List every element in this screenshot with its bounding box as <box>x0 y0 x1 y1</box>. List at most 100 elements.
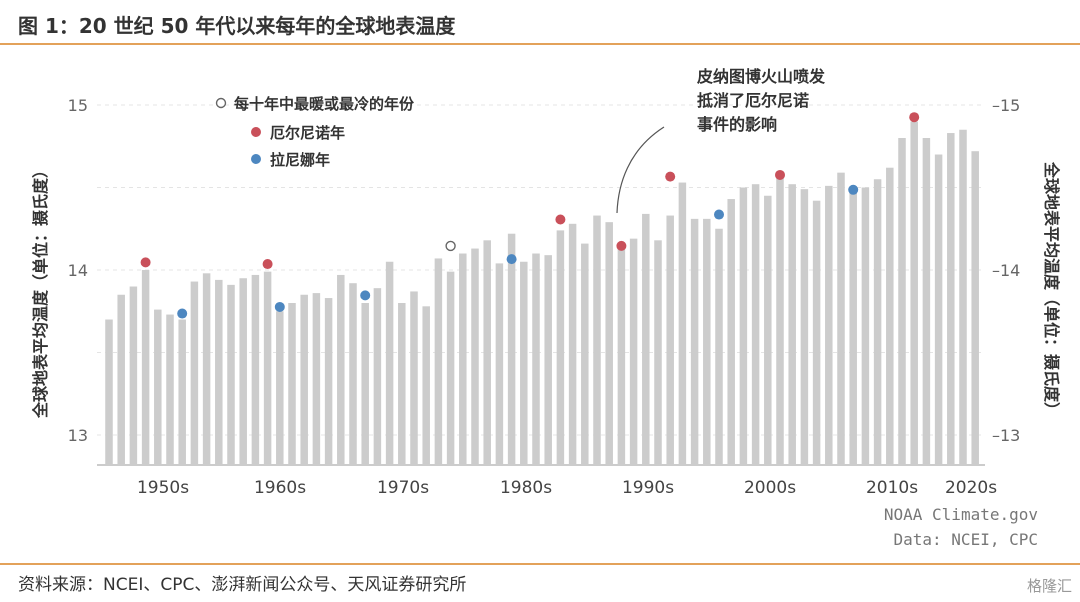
bar <box>117 294 125 465</box>
bar <box>154 309 162 465</box>
bar <box>739 187 748 465</box>
marker-la-nina <box>177 308 188 319</box>
annotation: 皮纳图博火山喷发 抵消了厄尔尼诺 事件的影响 <box>616 67 826 214</box>
x-tick-label: 1960s <box>254 478 306 498</box>
temperature-chart: 15 14 13 –15 –14 –13 1950s 1960s 1970s 1980s 1990… <box>31 67 1061 549</box>
bar <box>227 284 235 465</box>
marker-el-nino <box>775 169 785 180</box>
bar <box>446 271 455 465</box>
bar <box>544 255 552 465</box>
marker-hollow <box>445 240 456 252</box>
legend: 每十年中最暖或最冷的年份 厄尔尼诺年 拉尼娜年 <box>215 95 415 169</box>
bar <box>312 293 321 465</box>
bar <box>239 278 247 465</box>
bar <box>800 189 809 465</box>
x-tick-label: 2020s <box>945 478 997 498</box>
x-tick-label: 1980s <box>500 478 552 498</box>
marker-el-nino <box>262 259 273 270</box>
y-tick-label-right: –14 <box>992 261 1020 280</box>
title-rule <box>0 43 1080 45</box>
bar <box>825 185 833 465</box>
x-tick-label: 1950s <box>137 478 189 498</box>
bar <box>361 303 369 465</box>
bar <box>776 174 784 466</box>
x-tick-label: 1990s <box>622 478 674 498</box>
bars-group <box>105 121 979 466</box>
bar <box>556 230 565 465</box>
bar <box>202 273 211 465</box>
bar <box>812 200 821 465</box>
marker-la-nina <box>714 209 724 220</box>
bar <box>849 189 857 465</box>
bar <box>886 167 894 465</box>
marker-la-nina <box>506 254 517 265</box>
bar <box>666 215 674 465</box>
bar <box>190 281 199 465</box>
bar <box>507 233 516 465</box>
bar <box>300 294 308 465</box>
x-tick-label: 1970s <box>377 478 429 498</box>
legend-label-el-nino: 厄尔尼诺年 <box>270 124 345 142</box>
bar <box>373 288 382 465</box>
bar <box>434 258 443 465</box>
bar <box>532 253 540 465</box>
y-tick-label-left: 15 <box>68 96 88 115</box>
marker-la-nina <box>360 290 371 301</box>
credit-line-2: Data: NCEI, CPC <box>894 530 1039 549</box>
bar <box>324 298 333 465</box>
bar <box>764 195 772 465</box>
bar <box>703 218 711 465</box>
bar <box>276 311 284 465</box>
source-note: 资料来源：NCEI、CPC、澎湃新闻公众号、天风证券研究所 <box>18 575 467 595</box>
annotation-leader-line <box>616 126 665 214</box>
bar <box>898 138 906 465</box>
bar <box>654 240 662 465</box>
bar <box>398 303 406 465</box>
bar <box>288 303 296 465</box>
watermark: 格隆汇 <box>1026 577 1072 595</box>
bar <box>617 246 626 465</box>
bar <box>459 253 467 465</box>
bar <box>263 271 272 465</box>
bar <box>141 270 150 465</box>
bar <box>873 179 882 465</box>
bar <box>727 199 735 466</box>
bar <box>837 172 845 465</box>
y-axis-label-left: 全球地表平均温度（单位：摄氏度） <box>31 162 50 419</box>
annotation-line-1: 皮纳图博火山喷发 <box>696 67 826 86</box>
bar <box>422 306 430 465</box>
bar <box>520 261 528 465</box>
legend-label-hollow: 每十年中最暖或最冷的年份 <box>234 95 415 113</box>
bar <box>593 215 601 465</box>
legend-marker-la-nina <box>251 154 261 164</box>
bar <box>129 286 138 465</box>
legend-label-la-nina: 拉尼娜年 <box>270 151 330 169</box>
bar <box>385 261 394 465</box>
bar <box>934 154 943 465</box>
y-tick-label-right: –15 <box>992 96 1020 115</box>
bar <box>642 213 650 465</box>
marker-el-nino <box>665 171 676 182</box>
bar <box>629 238 638 465</box>
y-ticks: 15 14 13 –15 –14 –13 <box>68 96 1021 445</box>
bar <box>971 151 979 465</box>
footer-rule <box>0 563 1080 565</box>
marker-la-nina <box>274 301 285 312</box>
bar <box>959 129 967 465</box>
bar <box>861 187 870 465</box>
bar <box>568 223 577 465</box>
legend-marker-hollow <box>215 97 227 109</box>
y-tick-label-right: –13 <box>992 426 1020 445</box>
annotation-line-2: 抵消了厄尔尼诺 <box>697 91 809 110</box>
markers-group <box>140 112 920 319</box>
x-tick-label: 2010s <box>866 478 918 498</box>
bar <box>678 182 687 466</box>
bar <box>337 274 345 465</box>
marker-la-nina <box>848 184 859 195</box>
bar <box>910 121 918 465</box>
legend-marker-el-nino <box>251 127 261 137</box>
bar <box>251 274 260 465</box>
marker-el-nino <box>555 214 566 225</box>
bar <box>788 184 796 465</box>
y-tick-label-left: 14 <box>68 261 88 280</box>
